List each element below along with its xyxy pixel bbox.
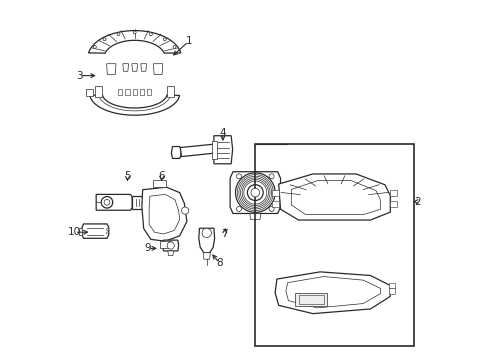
Polygon shape bbox=[146, 89, 151, 95]
Polygon shape bbox=[230, 172, 280, 213]
Polygon shape bbox=[79, 228, 81, 235]
Text: 8: 8 bbox=[216, 258, 222, 268]
Polygon shape bbox=[81, 224, 108, 238]
Text: 7: 7 bbox=[221, 229, 227, 239]
Polygon shape bbox=[272, 201, 278, 207]
Circle shape bbox=[133, 31, 136, 34]
Circle shape bbox=[247, 185, 263, 201]
Circle shape bbox=[250, 188, 259, 197]
Polygon shape bbox=[275, 272, 389, 314]
Polygon shape bbox=[132, 89, 137, 95]
Circle shape bbox=[106, 232, 108, 234]
Circle shape bbox=[268, 206, 274, 211]
Polygon shape bbox=[249, 213, 260, 220]
Circle shape bbox=[93, 45, 96, 48]
Bar bbox=[255, 144, 413, 346]
Circle shape bbox=[202, 228, 211, 238]
Polygon shape bbox=[88, 31, 181, 53]
Polygon shape bbox=[212, 141, 216, 159]
Polygon shape bbox=[163, 240, 178, 251]
Polygon shape bbox=[389, 201, 396, 207]
Polygon shape bbox=[141, 64, 146, 71]
Polygon shape bbox=[125, 89, 129, 95]
Polygon shape bbox=[199, 228, 214, 253]
Polygon shape bbox=[294, 293, 326, 306]
Circle shape bbox=[106, 228, 108, 230]
Text: 10: 10 bbox=[68, 227, 81, 237]
Polygon shape bbox=[122, 64, 128, 71]
Polygon shape bbox=[179, 144, 215, 157]
Polygon shape bbox=[389, 190, 396, 196]
Polygon shape bbox=[213, 136, 232, 164]
Circle shape bbox=[101, 197, 113, 208]
Polygon shape bbox=[140, 89, 144, 95]
Text: 1: 1 bbox=[185, 36, 192, 46]
Polygon shape bbox=[171, 147, 181, 158]
Circle shape bbox=[235, 173, 275, 212]
Circle shape bbox=[163, 38, 166, 41]
Text: 3: 3 bbox=[76, 71, 83, 81]
Polygon shape bbox=[160, 241, 170, 248]
Polygon shape bbox=[96, 194, 132, 210]
Text: 6: 6 bbox=[158, 171, 164, 181]
Polygon shape bbox=[106, 64, 116, 75]
Polygon shape bbox=[132, 196, 143, 209]
Text: 2: 2 bbox=[413, 197, 420, 207]
Text: 5: 5 bbox=[124, 171, 131, 181]
Polygon shape bbox=[90, 95, 179, 115]
Polygon shape bbox=[153, 64, 163, 75]
Circle shape bbox=[236, 206, 241, 211]
Circle shape bbox=[103, 38, 106, 41]
Polygon shape bbox=[272, 190, 278, 196]
Polygon shape bbox=[203, 253, 210, 259]
Polygon shape bbox=[95, 86, 102, 97]
Polygon shape bbox=[118, 89, 122, 95]
Circle shape bbox=[104, 199, 110, 205]
Polygon shape bbox=[278, 174, 389, 220]
Circle shape bbox=[181, 207, 188, 214]
Circle shape bbox=[117, 33, 120, 36]
Circle shape bbox=[268, 174, 274, 179]
Circle shape bbox=[173, 45, 176, 48]
Text: 9: 9 bbox=[143, 243, 150, 253]
Polygon shape bbox=[167, 86, 174, 97]
Polygon shape bbox=[167, 251, 173, 256]
Circle shape bbox=[236, 174, 241, 179]
Polygon shape bbox=[142, 187, 186, 241]
Polygon shape bbox=[153, 180, 166, 187]
Polygon shape bbox=[387, 288, 394, 294]
Text: 4: 4 bbox=[219, 128, 226, 138]
Polygon shape bbox=[132, 64, 137, 71]
Polygon shape bbox=[86, 89, 93, 96]
Polygon shape bbox=[387, 283, 394, 288]
Circle shape bbox=[167, 242, 174, 249]
Circle shape bbox=[149, 33, 152, 36]
